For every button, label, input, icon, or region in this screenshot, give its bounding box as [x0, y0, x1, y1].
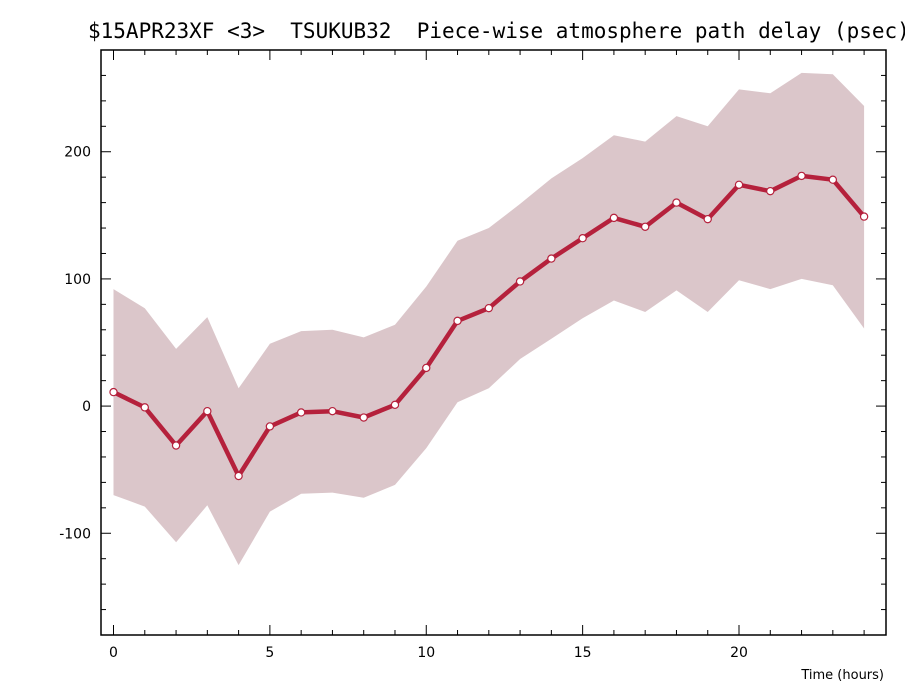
- data-point: [140, 403, 149, 412]
- data-point: [171, 441, 181, 450]
- data-point: [578, 234, 587, 243]
- x-tick-label: 0: [109, 645, 118, 661]
- data-point: [609, 213, 619, 223]
- x-axis-label: Time (hours): [800, 668, 884, 683]
- data-point: [547, 254, 556, 263]
- data-point: [453, 316, 462, 326]
- data-point: [672, 198, 681, 207]
- data-point: [234, 471, 243, 481]
- chart-title: $15APR23XF <3> TSUKUB32 Piece-wise atmos…: [88, 19, 905, 43]
- data-point: [203, 406, 212, 416]
- axis-ticks: [101, 50, 886, 635]
- uncertainty-band: [113, 72, 865, 566]
- data-point: [484, 303, 494, 313]
- data-point: [422, 363, 431, 373]
- data-point: [109, 387, 118, 397]
- data-point: [766, 186, 775, 196]
- data-point: [328, 406, 337, 416]
- data-point: [640, 222, 650, 231]
- data-points: [109, 171, 869, 481]
- data-point: [265, 422, 275, 431]
- x-tick-label: 10: [417, 645, 435, 661]
- data-point: [390, 400, 400, 410]
- data-point: [515, 277, 525, 286]
- confidence-band: [113, 72, 865, 566]
- data-point: [359, 413, 368, 422]
- x-tick-label: 20: [730, 645, 748, 661]
- data-point: [296, 408, 306, 417]
- data-point: [734, 180, 744, 190]
- x-tick-labels: 0 5 10 15 20: [109, 645, 748, 661]
- data-point: [797, 171, 806, 181]
- data-point: [703, 214, 712, 224]
- y-tick-label: 0: [82, 399, 91, 415]
- y-tick-label: 200: [64, 145, 91, 161]
- plot-frame: [100, 49, 887, 636]
- x-tick-label: 5: [265, 645, 274, 661]
- data-point: [828, 175, 838, 184]
- y-tick-labels: -100 0 100 200: [59, 145, 91, 543]
- y-tick-label: -100: [59, 526, 91, 542]
- y-tick-label: 100: [64, 272, 91, 288]
- data-point: [859, 212, 869, 221]
- x-tick-label: 15: [574, 645, 592, 661]
